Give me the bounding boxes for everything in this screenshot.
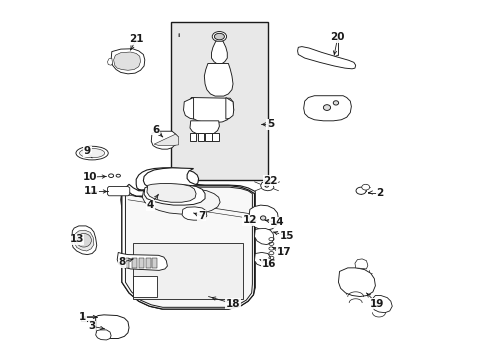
Text: ii: ii xyxy=(177,33,180,38)
Text: 14: 14 xyxy=(269,217,284,227)
Ellipse shape xyxy=(355,187,366,194)
Text: 19: 19 xyxy=(369,299,384,309)
Polygon shape xyxy=(260,181,273,191)
Text: 8: 8 xyxy=(118,257,125,267)
Bar xyxy=(152,258,157,268)
Polygon shape xyxy=(303,96,351,121)
Text: 15: 15 xyxy=(279,231,293,240)
Text: 12: 12 xyxy=(242,215,257,225)
Polygon shape xyxy=(338,268,375,297)
Polygon shape xyxy=(113,52,140,70)
Polygon shape xyxy=(371,296,391,313)
Polygon shape xyxy=(154,134,178,145)
Ellipse shape xyxy=(260,216,265,220)
Text: 1: 1 xyxy=(79,312,86,322)
Ellipse shape xyxy=(80,148,104,158)
Polygon shape xyxy=(96,315,129,338)
Text: 7: 7 xyxy=(197,211,205,221)
Polygon shape xyxy=(107,186,129,196)
Ellipse shape xyxy=(264,184,268,187)
Text: 2: 2 xyxy=(376,188,383,198)
Polygon shape xyxy=(190,121,219,134)
Polygon shape xyxy=(187,98,233,123)
Polygon shape xyxy=(125,187,252,307)
Polygon shape xyxy=(354,259,367,269)
Ellipse shape xyxy=(214,33,224,40)
Polygon shape xyxy=(211,41,227,63)
Polygon shape xyxy=(254,252,270,266)
Polygon shape xyxy=(121,168,238,232)
Text: 18: 18 xyxy=(225,299,240,309)
Polygon shape xyxy=(74,230,94,251)
Ellipse shape xyxy=(76,146,108,160)
Polygon shape xyxy=(204,63,233,96)
Ellipse shape xyxy=(76,233,91,247)
Ellipse shape xyxy=(161,190,181,199)
Ellipse shape xyxy=(116,174,120,177)
Polygon shape xyxy=(72,226,97,255)
Text: 5: 5 xyxy=(266,120,273,129)
Text: 6: 6 xyxy=(152,125,159,135)
Polygon shape xyxy=(183,98,193,119)
Text: 10: 10 xyxy=(82,172,97,182)
Text: 9: 9 xyxy=(84,146,91,156)
Polygon shape xyxy=(147,184,196,202)
Bar xyxy=(204,134,211,141)
Ellipse shape xyxy=(361,184,369,190)
Bar xyxy=(133,243,242,299)
Polygon shape xyxy=(254,228,273,244)
Polygon shape xyxy=(111,49,144,74)
Text: 3: 3 xyxy=(88,321,96,331)
Text: 13: 13 xyxy=(69,234,84,244)
Polygon shape xyxy=(297,46,355,69)
Bar xyxy=(212,134,218,141)
Polygon shape xyxy=(122,186,254,309)
Text: 17: 17 xyxy=(276,247,291,257)
Polygon shape xyxy=(151,131,176,149)
Polygon shape xyxy=(182,207,206,220)
Bar xyxy=(131,258,136,268)
Ellipse shape xyxy=(159,189,183,200)
Polygon shape xyxy=(117,252,167,270)
Polygon shape xyxy=(248,205,278,230)
Ellipse shape xyxy=(333,101,338,105)
Polygon shape xyxy=(107,58,112,65)
Text: 20: 20 xyxy=(330,32,344,42)
Ellipse shape xyxy=(108,174,113,177)
Ellipse shape xyxy=(323,105,330,111)
Polygon shape xyxy=(144,184,204,205)
Bar xyxy=(124,258,129,268)
Bar xyxy=(133,276,156,297)
Bar xyxy=(190,134,196,141)
Bar xyxy=(198,134,204,141)
Text: 16: 16 xyxy=(261,259,276,269)
Ellipse shape xyxy=(212,32,226,41)
Text: 4: 4 xyxy=(146,200,154,210)
Polygon shape xyxy=(142,189,220,214)
Text: 21: 21 xyxy=(129,35,143,44)
Text: 22: 22 xyxy=(263,176,277,186)
Bar xyxy=(139,258,143,268)
Polygon shape xyxy=(96,330,111,340)
Text: 11: 11 xyxy=(83,186,98,197)
Polygon shape xyxy=(225,98,233,119)
Bar xyxy=(145,258,151,268)
Polygon shape xyxy=(122,168,255,309)
Bar xyxy=(171,22,267,180)
